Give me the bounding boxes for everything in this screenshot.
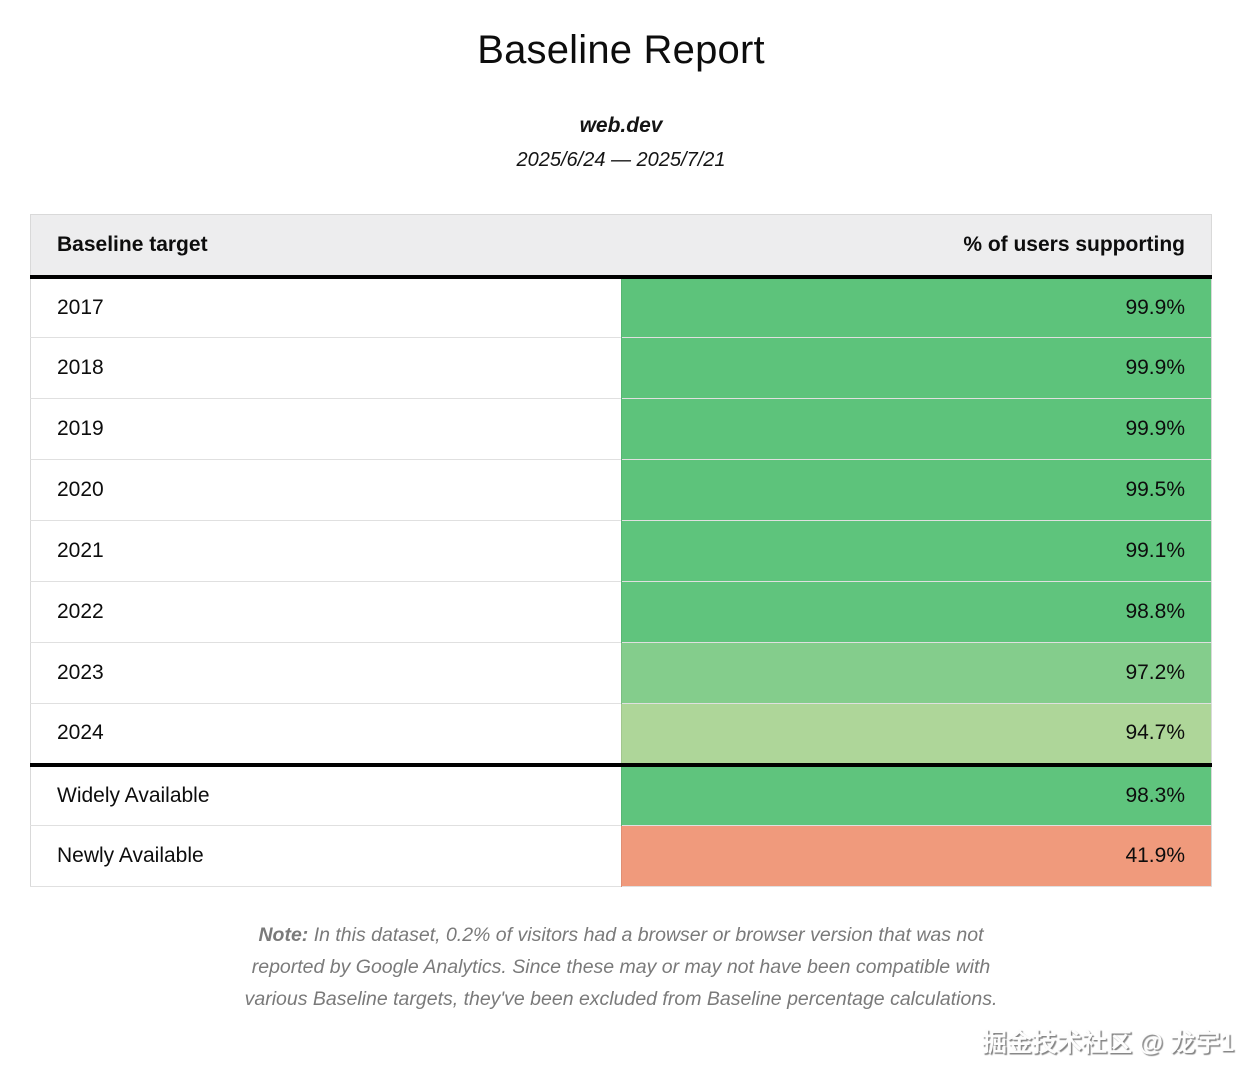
table-row-2018: 2018 99.9% xyxy=(30,337,1212,399)
footnote-line-2: reported by Google Analytics. Since thes… xyxy=(251,956,991,978)
footnote-line-3: various Baseline targets, they've been e… xyxy=(244,988,998,1010)
footnote-line-1: Note: In this dataset, 0.2% of visitors … xyxy=(0,919,1242,951)
row-value: 99.9% xyxy=(620,398,1212,460)
footnote: Note: In this dataset, 0.2% of visitors … xyxy=(0,919,1242,1015)
table-row-2020: 2020 99.5% xyxy=(30,459,1212,521)
table-row-2024: 2024 94.7% xyxy=(30,703,1212,765)
watermark: 掘金技术社区 @ 龙宇1 xyxy=(981,1029,1234,1057)
row-value: 99.9% xyxy=(620,337,1212,399)
table-row-2021: 2021 99.1% xyxy=(30,520,1212,582)
row-label: 2020 xyxy=(30,459,621,521)
page-title: Baseline Report xyxy=(477,28,765,72)
row-value: 41.9% xyxy=(620,825,1212,887)
table-row-2022: 2022 98.8% xyxy=(30,581,1212,643)
table-row-newly-available: Newly Available 41.9% xyxy=(30,825,1212,887)
row-value: 98.8% xyxy=(620,581,1212,643)
date-range: 2025/6/24 — 2025/7/21 xyxy=(516,149,726,171)
row-label: 2018 xyxy=(30,337,621,399)
row-label: Widely Available xyxy=(30,764,621,826)
row-value: 99.9% xyxy=(620,276,1212,338)
row-value: 94.7% xyxy=(620,703,1212,765)
table-row-2023: 2023 97.2% xyxy=(30,642,1212,704)
row-label: 2017 xyxy=(30,276,621,338)
footnote-prefix: Note: xyxy=(258,924,309,946)
table-row-widely-available: Widely Available 98.3% xyxy=(30,764,1212,826)
row-value: 99.1% xyxy=(620,520,1212,582)
row-value: 99.5% xyxy=(620,459,1212,521)
baseline-table: Baseline target % of users supporting 20… xyxy=(30,214,1212,887)
row-label: 2021 xyxy=(30,520,621,582)
footnote-text: In this dataset, 0.2% of visitors had a … xyxy=(313,924,984,946)
table-row-2017: 2017 99.9% xyxy=(30,276,1212,338)
column-header-percent-supporting: % of users supporting xyxy=(621,214,1212,277)
table-row-2019: 2019 99.9% xyxy=(30,398,1212,460)
row-label: Newly Available xyxy=(30,825,621,887)
baseline-report-page: Baseline Report web.dev 2025/6/24 — 2025… xyxy=(0,26,1242,1057)
row-label: 2023 xyxy=(30,642,621,704)
row-label: 2022 xyxy=(30,581,621,643)
row-label: 2019 xyxy=(30,398,621,460)
row-value: 98.3% xyxy=(620,764,1212,826)
column-header-baseline-target: Baseline target xyxy=(30,214,621,277)
table-header-row: Baseline target % of users supporting xyxy=(30,214,1212,277)
row-value: 97.2% xyxy=(620,642,1212,704)
site-name: web.dev xyxy=(579,114,663,137)
row-label: 2024 xyxy=(30,703,621,765)
